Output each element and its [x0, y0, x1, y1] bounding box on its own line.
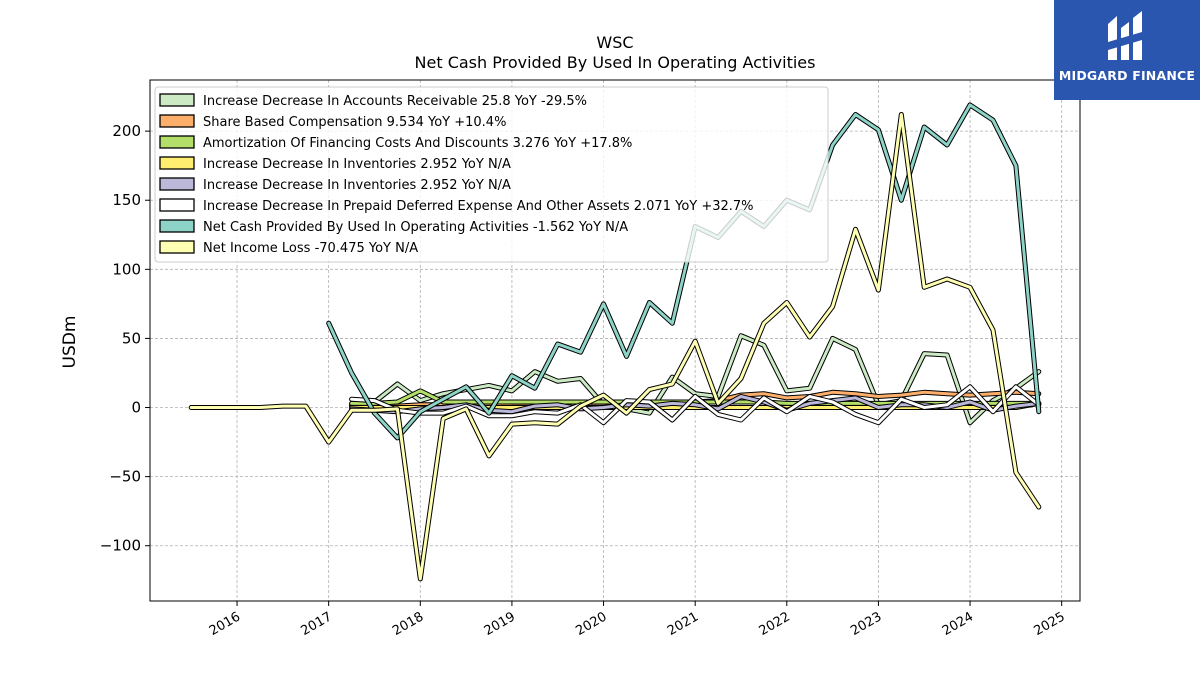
x-tick-label: 2017 [299, 609, 335, 639]
legend-label: Increase Decrease In Prepaid Deferred Ex… [203, 199, 754, 214]
chart-subtitle: Net Cash Provided By Used In Operating A… [415, 53, 816, 72]
x-axis: 2016 2017 2018 2019 2020 2021 2022 2023 2024 2025 [207, 601, 1068, 639]
y-tick-label: 200 [112, 122, 141, 140]
x-tick-label: 2023 [848, 609, 884, 639]
y-tick-label: −100 [100, 537, 141, 555]
y-tick-label: 0 [131, 399, 141, 417]
y-tick-label: 50 [122, 329, 141, 347]
legend-label: Share Based Compensation 9.534 YoY +10.4… [203, 115, 506, 130]
legend-label: Net Income Loss -70.475 YoY N/A [203, 241, 418, 256]
y-axis-label: USDm [60, 316, 80, 369]
x-tick-label: 2020 [573, 609, 609, 639]
legend-label: Increase Decrease In Inventories 2.952 Y… [203, 157, 511, 172]
y-tick-label: 100 [112, 260, 141, 278]
legend-swatch [159, 93, 195, 107]
logo-mark-icon [1108, 11, 1142, 60]
legend-label: Net Cash Provided By Used In Operating A… [203, 220, 628, 235]
legend-label: Increase Decrease In Accounts Receivable… [203, 94, 587, 109]
legend-swatch [159, 219, 195, 233]
legend-label: Increase Decrease In Inventories 2.952 Y… [203, 178, 511, 193]
x-tick-label: 2022 [757, 609, 793, 639]
logo-text: MIDGARD FINANCE [1058, 68, 1196, 83]
legend-swatch [159, 135, 195, 149]
x-tick-label: 2019 [482, 609, 518, 639]
legend-swatch [159, 114, 195, 128]
x-tick-label: 2025 [1032, 609, 1068, 639]
series-line-5 [350, 385, 1041, 425]
legend-swatch [159, 177, 195, 191]
legend-swatch [159, 240, 195, 254]
legend: Increase Decrease In Accounts Receivable… [154, 86, 829, 263]
y-tick-label: 150 [112, 191, 141, 209]
x-tick-label: 2018 [390, 609, 426, 639]
x-tick-label: 2016 [207, 609, 243, 639]
legend-box [154, 86, 829, 263]
midgard-finance-logo: MIDGARD FINANCE [1054, 0, 1200, 100]
x-tick-label: 2021 [665, 609, 701, 639]
legend-swatch [159, 156, 195, 170]
series-lines [188, 102, 1042, 582]
legend-swatch [159, 198, 195, 212]
y-tick-label: −50 [109, 468, 141, 486]
chart-title: WSC [596, 33, 633, 52]
y-axis: −100 −50 0 50 100 150 200 [100, 122, 150, 555]
series-line-6 [327, 103, 1041, 440]
legend-label: Amortization Of Financing Costs And Disc… [203, 136, 632, 151]
plot-frame [149, 79, 1081, 602]
series-line-7 [189, 113, 1041, 581]
x-tick-label: 2024 [940, 609, 976, 639]
